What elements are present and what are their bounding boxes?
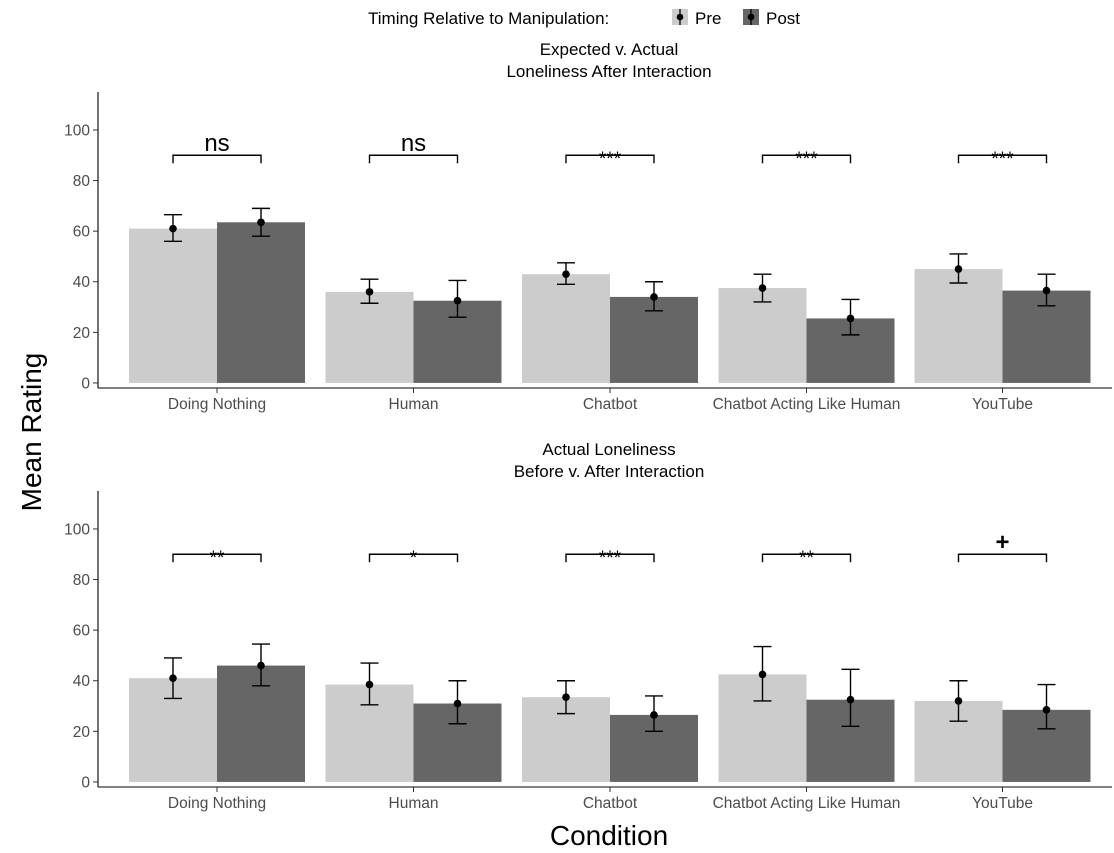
significance-label: ns [401,130,426,157]
significance-label: *** [795,149,818,170]
significance-label: ns [204,130,229,157]
legend-key-post [743,9,759,25]
y-tick-label: 60 [73,623,91,640]
significance-label: *** [599,149,622,170]
plot-area: 0 20 40 60 80 100 Doing Nothing Human Chatbot Cha… [64,491,1112,812]
point-post [1042,706,1051,714]
y-tick-label: 60 [73,224,91,241]
panel-subtitle: Before v. After Interaction [514,462,705,481]
panel-title: Actual Loneliness [542,440,675,459]
significance-bracket [957,154,1048,164]
y-tick-label: 40 [73,274,91,291]
point-pre [365,680,374,689]
x-tick-label: Chatbot Acting Like Human [713,795,901,812]
point-pre [758,284,767,292]
plot-area: 0 20 40 60 80 100 Doing Nothing Human Chatbot Cha… [64,92,1112,413]
x-tick-label: Chatbot Acting Like Human [713,396,901,413]
x-tick-label: Doing Nothing [168,396,266,413]
bar-post [217,222,305,383]
point-pre [169,674,177,683]
bar-pre [522,274,610,383]
legend-key-pre [672,9,688,25]
legend-label-post: Post [766,9,800,28]
y-tick-label: 80 [73,572,91,589]
significance-bracket [368,154,459,164]
significance-label: ** [799,548,814,569]
point-pre [562,693,570,701]
x-tick-label: Human [389,396,439,413]
significance-bracket [565,553,655,563]
point-post [1042,286,1051,295]
x-tick-label: Human [389,795,439,812]
x-tick-label: Chatbot [583,795,638,812]
panel-title: Expected v. Actual [540,40,679,59]
x-tick-label: YouTube [972,795,1033,812]
bar-pre [718,288,807,383]
significance-bracket [368,553,459,563]
panel-expected-vs-actual: Expected v. Actual Loneliness After Inte… [64,40,1112,413]
point-pre [365,288,374,296]
y-tick-label: 40 [73,673,91,690]
point-pre [954,697,963,705]
point-pre [562,270,570,278]
point-pre [169,224,177,233]
significance-bracket [957,553,1048,563]
significance-label: + [995,529,1009,556]
point-post [453,296,462,305]
panel-before-vs-after: Actual Loneliness Before v. After Intera… [64,440,1112,812]
y-tick-label: 0 [81,375,90,392]
x-tick-label: Doing Nothing [168,795,266,812]
x-tick-label: YouTube [972,396,1033,413]
y-tick-label: 100 [64,521,90,538]
y-tick-label: 20 [73,325,91,342]
point-post [846,695,855,704]
bar-pre [325,291,414,383]
significance-bracket [565,154,655,164]
x-tick-label: Chatbot [583,396,638,413]
point-pre [758,670,767,679]
point-post [453,699,462,708]
point-pre [954,265,963,273]
significance-bracket [761,154,852,164]
legend-label-pre: Pre [695,9,721,28]
y-tick-label: 80 [73,173,91,190]
x-axis-title: Condition [550,820,668,851]
significance-label: * [410,548,418,569]
point-post [650,711,658,719]
y-tick-label: 0 [81,774,90,791]
point-post [257,661,265,670]
significance-label: *** [991,149,1014,170]
bar-pre [129,228,217,383]
significance-label: *** [599,548,622,569]
panel-subtitle: Loneliness After Interaction [506,62,711,81]
point-post [257,218,265,227]
significance-label: ** [210,548,225,569]
significance-bracket [172,154,262,164]
y-tick-label: 20 [73,724,91,741]
significance-bracket [172,553,262,563]
y-tick-label: 100 [64,122,90,139]
point-post [650,293,658,301]
significance-bracket [761,553,852,563]
point-post [846,314,855,323]
y-axis-title: Mean Rating [16,353,47,512]
legend: Timing Relative to Manipulation: Pre Pos… [368,9,800,28]
legend-title: Timing Relative to Manipulation: [368,9,609,28]
bar-pre [914,269,1003,383]
